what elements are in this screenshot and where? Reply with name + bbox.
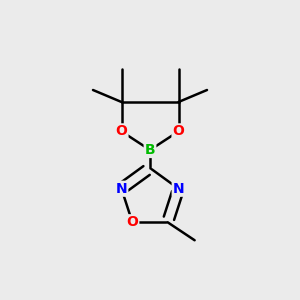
Text: O: O [116,124,128,138]
Text: N: N [173,182,184,196]
Text: O: O [126,215,138,229]
Text: B: B [145,143,155,157]
Text: O: O [172,124,184,138]
Text: N: N [116,182,127,196]
